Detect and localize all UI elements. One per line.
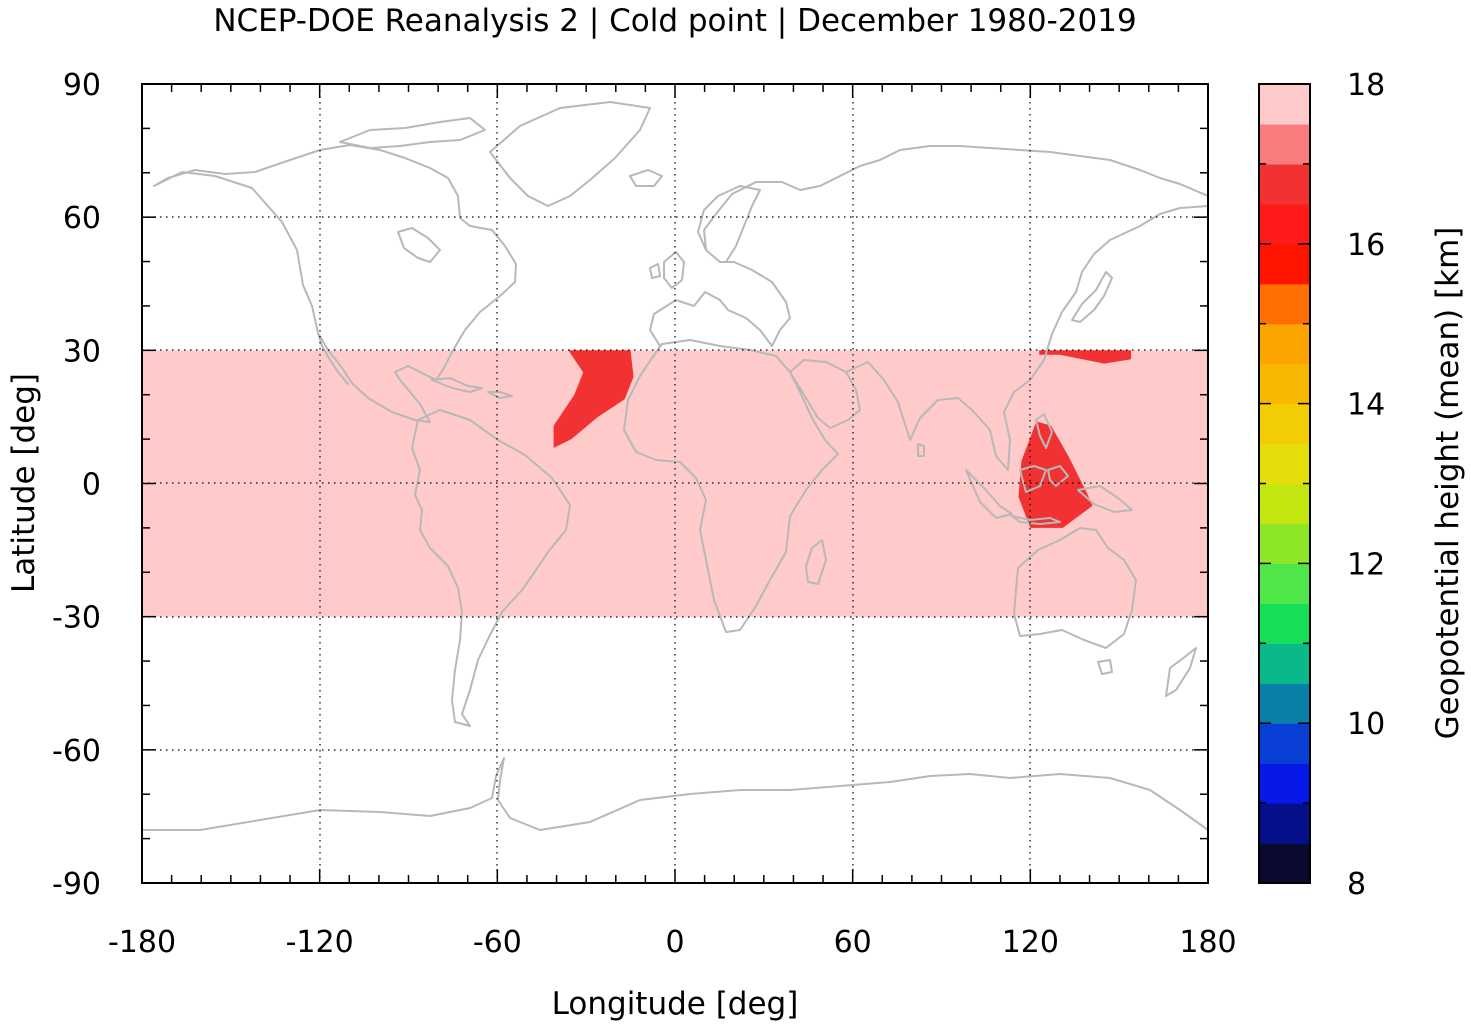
colorbar-step	[1259, 563, 1310, 604]
coastline-greenland	[489, 101, 651, 207]
coastline-arctic-islands	[339, 117, 486, 149]
coastline-iceland	[629, 169, 663, 187]
colorbar-step	[1259, 203, 1310, 245]
region-indian-ocean-high	[852, 554, 992, 617]
coastline-south-asia	[845, 205, 1208, 471]
region-west-pacific-strip	[1039, 350, 1131, 364]
colorbar-step	[1259, 683, 1310, 724]
colorbar-step	[1259, 363, 1310, 405]
region-atlantic-high	[568, 536, 785, 617]
colorbar-step	[1259, 403, 1310, 445]
coastline-south-america	[411, 409, 571, 727]
colorbar-step	[1259, 323, 1310, 365]
y-tick-label: -90	[52, 867, 101, 902]
colorbar-tick-label: 12	[1347, 547, 1385, 582]
colorbar-step	[1259, 483, 1310, 525]
colorbar-step	[1259, 523, 1310, 564]
colorbar-step	[1259, 283, 1310, 325]
colorbar-step	[1259, 443, 1310, 485]
x-tick-label: 0	[665, 925, 684, 960]
colorbar-ticks	[1259, 83, 1310, 884]
coastline-antarctica	[142, 757, 1208, 831]
coastlines	[142, 101, 1208, 831]
x-tick-label: -180	[108, 925, 176, 960]
y-tick-label: 90	[63, 68, 101, 103]
colorbar-tick-label: 16	[1347, 228, 1385, 263]
coastline-hudson-bay	[397, 227, 441, 263]
map-area	[142, 84, 1208, 883]
colorbar-tick-label: 18	[1347, 68, 1385, 103]
x-tick-labels: -180 -120 -60 0 60 120 180	[108, 925, 1237, 960]
region-tibet-high	[906, 350, 983, 386]
coastline-australia	[1013, 527, 1137, 649]
coastline-japan	[1071, 271, 1113, 323]
x-tick-label: 60	[834, 925, 872, 960]
coastline-tasmania	[1097, 659, 1113, 675]
axis-ticks	[141, 83, 1209, 884]
region-north-africa-high	[704, 394, 755, 426]
colorbar-step	[1259, 723, 1310, 764]
region-tropical-atlantic-low	[553, 350, 634, 448]
y-tick-label: 60	[63, 201, 101, 236]
colorbar-step	[1259, 243, 1310, 285]
x-tick-label: -120	[286, 925, 354, 960]
region-arabia-high	[793, 385, 812, 422]
colorbar-label: Geopotential height (mean) [km]	[1430, 227, 1466, 740]
y-tick-labels: 90 60 30 0 -30 -60 -90	[52, 68, 101, 902]
region-east-pacific-high	[290, 385, 447, 617]
coastline-indonesia	[965, 413, 1133, 525]
colorbar-step	[1259, 163, 1310, 205]
colorbar-step	[1259, 643, 1310, 684]
y-tick-label: 0	[82, 468, 101, 503]
coastline-caribbean	[431, 377, 513, 399]
colorbar-step	[1259, 803, 1310, 844]
chart-title: NCEP-DOE Reanalysis 2 | Cold point | Dec…	[213, 3, 1136, 39]
colorbar-tick-label: 14	[1347, 388, 1385, 423]
coastline-new-zealand	[1165, 647, 1197, 697]
coastline-madagascar	[805, 539, 827, 585]
x-axis-label: Longitude [deg]	[552, 986, 799, 1022]
colorbar-tick-labels: 8 10 12 14 16 18	[1347, 68, 1385, 902]
colorbar-step	[1259, 763, 1310, 804]
x-tick-label: -60	[473, 925, 522, 960]
y-tick-label: -60	[52, 734, 101, 769]
colorbar-step	[1259, 603, 1310, 644]
colorbar	[1259, 84, 1310, 884]
coastline-scandinavia	[697, 185, 761, 263]
colorbar-tick-label: 10	[1347, 707, 1385, 742]
colorbar-step	[1259, 84, 1310, 125]
grid	[142, 84, 1208, 883]
x-tick-label: 180	[1179, 925, 1236, 960]
y-tick-label: 30	[63, 334, 101, 369]
x-tick-label: 120	[1002, 925, 1059, 960]
colorbar-step	[1259, 843, 1310, 884]
region-maritime-continent-low	[1018, 421, 1093, 528]
y-tick-label: -30	[52, 601, 101, 636]
coastline-britain	[649, 251, 685, 289]
y-axis-label: Latitude [deg]	[6, 373, 42, 593]
coastline-gulf-of-california	[317, 332, 349, 385]
colorbar-tick-label: 8	[1347, 867, 1366, 902]
colorbar-step	[1259, 123, 1310, 165]
coastline-sri-lanka	[917, 443, 925, 457]
coastline-arabia	[789, 359, 861, 429]
